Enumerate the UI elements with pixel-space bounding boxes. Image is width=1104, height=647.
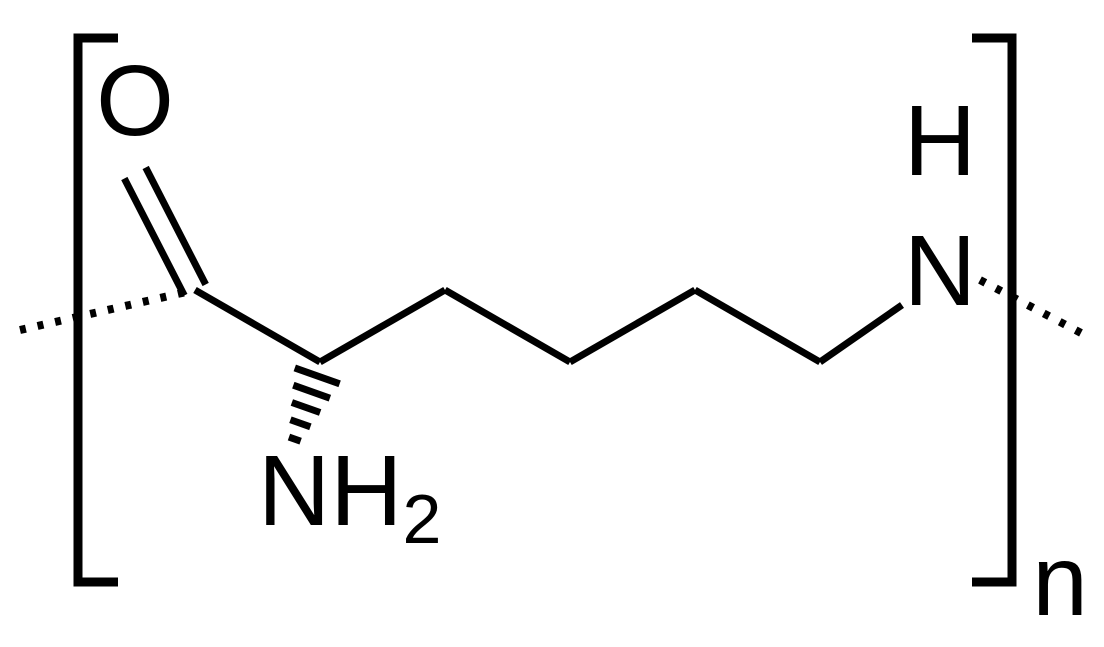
bond-c1-c2 <box>195 290 320 362</box>
atom-nitrogen: N <box>904 215 976 327</box>
repeat-subscript-n: n <box>1032 525 1088 637</box>
atom-hydrogen: H <box>904 85 976 197</box>
bond-c3-c4 <box>445 290 570 362</box>
polymer-continuation-right <box>980 280 1085 335</box>
atom-amine-nh2: NH2 <box>258 435 441 558</box>
atom-oxygen: O <box>96 45 174 157</box>
polymer-continuation-left <box>20 290 195 330</box>
bond-c5-c6 <box>695 290 820 362</box>
bond-c1-o-a <box>146 168 206 285</box>
bond-c4-c5 <box>570 290 695 362</box>
bond-c2-nh2-hash-wedge <box>289 368 340 441</box>
bond-c2-c3 <box>320 290 445 362</box>
molecule-diagram: O H N NH2 n <box>0 0 1104 647</box>
bond-c6-n <box>820 305 902 362</box>
bracket-right <box>972 38 1012 582</box>
bond-c1-o-b <box>124 178 184 295</box>
